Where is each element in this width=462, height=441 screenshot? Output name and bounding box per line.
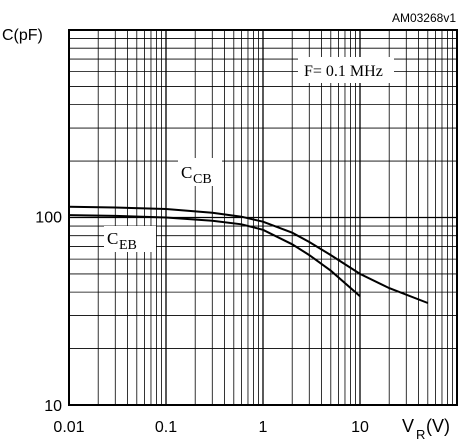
- y-axis-title-text: C(pF): [2, 27, 43, 44]
- y-tick-label: 100: [35, 210, 62, 227]
- label-ccb: C CB: [178, 158, 222, 187]
- label-ccb-main: C: [181, 163, 192, 182]
- x-tick-label: 0.01: [53, 419, 84, 436]
- x-axis-title-unit: (V): [426, 416, 450, 436]
- x-axis-title-main: V: [402, 416, 414, 436]
- label-ceb: C EB: [104, 226, 156, 253]
- x-tick-label: 1: [259, 419, 268, 436]
- annotation-text: F= 0.1 MHz: [304, 63, 383, 80]
- label-ceb-main: C: [107, 229, 118, 248]
- annotation-bg: [298, 57, 394, 83]
- series-group: [68, 205, 429, 304]
- label-ccb-sub: CB: [193, 172, 212, 187]
- x-tick-label: 10: [351, 419, 369, 436]
- x-axis-title-bg: [400, 410, 462, 440]
- label-ceb-bg: [104, 226, 156, 252]
- plot-frame: [68, 29, 458, 406]
- figure-id: AM03268v1: [392, 11, 456, 25]
- label-ceb-sub: EB: [119, 238, 137, 253]
- y-tick-label: 10: [44, 398, 62, 415]
- x-axis-title: V R (V): [400, 410, 462, 441]
- x-axis-title-sub: R: [416, 427, 425, 441]
- x-tick-labels: 0.01 0.1 1 10: [53, 419, 369, 436]
- series-line-ceb: [68, 214, 361, 298]
- series-line-ccb: [68, 205, 429, 304]
- frequency-annotation: F= 0.1 MHz: [298, 57, 394, 83]
- label-ccb-bg: [178, 158, 222, 186]
- grid: [69, 30, 457, 405]
- y-axis-title: C(pF): [2, 27, 43, 44]
- x-tick-label: 0.1: [155, 419, 177, 436]
- y-tick-labels: 10 100: [35, 210, 62, 416]
